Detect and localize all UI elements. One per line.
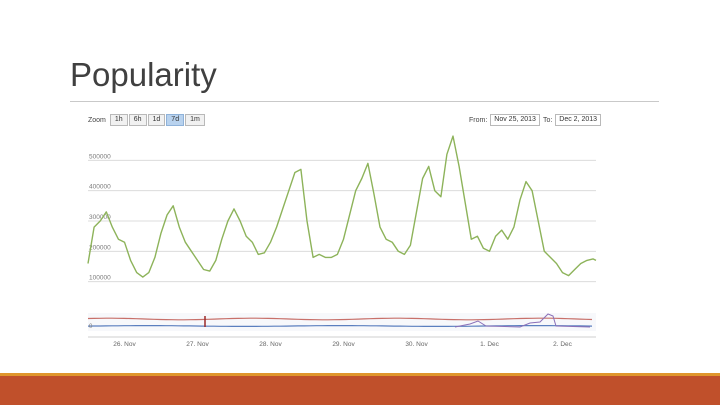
footer-accent-line [0,373,720,376]
title-divider [70,101,659,102]
to-date-input[interactable]: Dec 2, 2013 [555,114,602,126]
footer-bar [0,376,720,405]
y-tick-label: 400000 [89,184,111,191]
navigator-series-purple [454,313,591,328]
x-tick-label: 29. Nov [332,341,355,348]
zoom-control: Zoom 1h 6h 1d 7d 1m [88,114,206,126]
y-tick-label: 300000 [89,214,111,221]
from-date-input[interactable]: Nov 25, 2013 [490,114,540,126]
y-tick-label: 200000 [89,244,111,251]
x-tick-label: 30. Nov [405,341,428,348]
zoom-button-6h[interactable]: 6h [128,114,147,126]
x-tick-label: 2. Dec [553,341,573,348]
slide-title: Popularity [70,56,217,93]
y-tick-label: 500000 [89,153,111,160]
date-range-control: From: Nov 25, 2013 To: Dec 2, 2013 [466,114,602,126]
navigator-zero-label: 0 [89,324,93,330]
zoom-button-1m[interactable]: 1m [185,114,205,126]
x-tick-label: 27. Nov [186,341,209,348]
to-label: To: [542,116,553,124]
navigator-background [88,313,596,331]
navigator-series-red [87,317,593,321]
from-label: From: [469,116,488,124]
x-tick-label: 26. Nov [113,341,136,348]
x-tick-label: 28. Nov [259,341,282,348]
zoom-label: Zoom [88,116,106,124]
y-tick-label: 100000 [89,275,111,282]
zoom-button-1d[interactable]: 1d [147,114,166,126]
x-tick-label: 1. Dec [480,341,500,348]
zoom-button-7d[interactable]: 7d [166,114,185,126]
zoom-button-1h[interactable]: 1h [109,114,128,126]
series-line [87,135,597,278]
navigator-series-blue [87,325,593,327]
